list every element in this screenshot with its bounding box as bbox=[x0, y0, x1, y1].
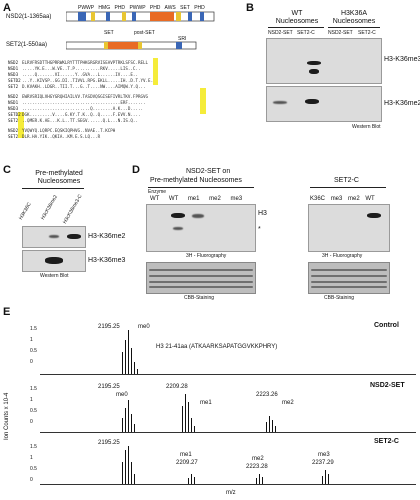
seq-row: NSD2 ELRVFRSDTTHGPRRWKLRYTTTPHKGRGRVISEAV… bbox=[8, 60, 149, 65]
nsd2-construct-label: NSD2(1-1365aa) bbox=[6, 14, 52, 20]
alignment-highlight-2 bbox=[200, 88, 206, 114]
c-footer: Western Blot bbox=[40, 273, 69, 279]
b-blot-k36me3-label: H3-K36me3 bbox=[384, 56, 420, 63]
e-yticks-2: 1.5 1 0.5 0 bbox=[30, 386, 37, 425]
b-bracket-k36a bbox=[328, 27, 380, 28]
c-lane-2: H3cK36me2 bbox=[40, 194, 59, 221]
set2-domain-set-label: SET bbox=[104, 30, 114, 36]
d-band-h3: H3 bbox=[258, 210, 267, 217]
b-group-wt: WT Nucleosomes bbox=[275, 10, 319, 25]
d-title-1: NSD2-SET on bbox=[186, 168, 231, 175]
seq-row: SET2 D.KVAKH..LDGR..TII.T...G..T....NW...… bbox=[8, 84, 146, 89]
e-ylabel: Ion Counts x 10-4 bbox=[4, 392, 10, 440]
seq-row: NSD2 EWRVSRIQLVHGYGRQHIAILVV.TASDVQSGISEF… bbox=[8, 94, 149, 99]
c-bracket bbox=[22, 188, 84, 189]
panel-label-e: E bbox=[3, 306, 11, 318]
panel-label-c: C bbox=[3, 164, 11, 176]
d-bracket-left bbox=[148, 187, 254, 188]
panel-label-b: B bbox=[246, 2, 254, 14]
set2-domain-map bbox=[66, 41, 197, 50]
e-nsd2-name: NSD2-SET bbox=[370, 382, 405, 389]
c-lane-1: H3K36C bbox=[18, 201, 33, 221]
d-cbb-right-label: CBB-Staining bbox=[324, 295, 355, 301]
e-set2-name: SET2-C bbox=[374, 438, 399, 445]
d-lanes-left: WT WT me1 me2 me3 bbox=[150, 196, 243, 202]
d-band-star: * bbox=[258, 226, 261, 233]
b-group-k36a: H3K36A Nucleosomes bbox=[332, 10, 376, 25]
e-set2-peak-4: 2237.29 bbox=[312, 460, 334, 466]
d-cbb-right bbox=[308, 262, 390, 294]
panel-label-d: D bbox=[132, 164, 140, 176]
e-set2-peak-1: 2195.25 bbox=[98, 440, 120, 446]
seq-row: SETD2...Y..KIVSP..GG.DI..TIVVL.RPG.EKLL.… bbox=[8, 78, 154, 83]
b-lane-2: SET2-C bbox=[297, 30, 315, 36]
seq-row: SETD2DGK.........V....G.KY.T.K..Q..Q....… bbox=[8, 112, 141, 117]
e-set2-tag-1: me1 bbox=[180, 452, 192, 458]
e-ctrl-peak: 2195.25 bbox=[98, 324, 120, 330]
e-peptide: H3 21-41aa (ATKAARKSAPATGGVKKPHRY) bbox=[156, 344, 278, 350]
e-nsd2-tag-1: me0 bbox=[116, 392, 128, 398]
c-lane-3: H3cK36me3-C bbox=[62, 193, 84, 225]
c-blot-k36me3-label: H3-K36me3 bbox=[88, 257, 126, 264]
e-ctrl-tag: me0 bbox=[138, 324, 150, 330]
d-enzyme-label: Enzyme bbox=[148, 189, 167, 195]
seq-row: SET2 ..QMER.K.AE...K.L..TT.SEGV......Q.L.… bbox=[8, 118, 138, 123]
d-fluoro-right bbox=[308, 204, 390, 252]
e-set2-peak-3: 2223.28 bbox=[246, 464, 268, 470]
e-yticks-1: 1.5 1 0.5 0 bbox=[30, 326, 37, 365]
e-nsd2-tag-3: me2 bbox=[282, 400, 294, 406]
e-yticks-3: 1.5 1 0.5 0 bbox=[30, 444, 37, 483]
c-title: Pre-methylated Nucleosomes bbox=[35, 170, 83, 185]
e-nsd2-peak-3: 2223.26 bbox=[256, 392, 278, 398]
d-lanes-right: K36C me3 me2 WT bbox=[310, 196, 375, 202]
spectrum-control bbox=[40, 320, 416, 375]
e-nsd2-peak-2: 2209.28 bbox=[166, 384, 188, 390]
e-ctrl-name: Control bbox=[374, 322, 399, 329]
e-set2-peak-2: 2209.27 bbox=[176, 460, 198, 466]
e-set2-tag-2: me2 bbox=[252, 456, 264, 462]
alignment-highlight-3 bbox=[18, 112, 24, 138]
e-nsd2-peak-1: 2195.25 bbox=[98, 384, 120, 390]
b-lane-4: SET2-C bbox=[358, 30, 376, 36]
seq-row: NSD1 .....YK.E...W.VE..T.P..........RKV..… bbox=[8, 66, 141, 71]
b-footer: Western Blot bbox=[352, 124, 381, 130]
spectrum-set2 bbox=[40, 436, 416, 485]
nsd2-domain-map bbox=[66, 11, 215, 22]
alignment-highlight-1 bbox=[153, 58, 158, 85]
d-title-right: SET2-C bbox=[334, 177, 359, 184]
b-lane-1: NSD2-SET bbox=[268, 30, 293, 36]
set2-domain-sri-label: SRI bbox=[178, 36, 187, 42]
d-title-2: Pre-methylated Nucleosomes bbox=[150, 177, 242, 184]
d-cbb-left-label: CBB-Staining bbox=[184, 295, 215, 301]
c-blot-k36me2 bbox=[22, 226, 86, 248]
seq-row: NSD2 YVQWYQ.LQRPC.EQSKIQPHVG..NVAE..T.KCP… bbox=[8, 128, 116, 133]
seq-row: NSD3 .....Q.......VI......Y..GVA...L.....… bbox=[8, 72, 138, 77]
b-blot-k36me2-label: H3-K36me2 bbox=[384, 100, 420, 107]
d-cbb-left bbox=[146, 262, 256, 294]
e-set2-tag-3: me3 bbox=[318, 452, 330, 458]
e-nsd2-tag-2: me1 bbox=[200, 400, 212, 406]
set2-construct-label: SET2(1-550aa) bbox=[6, 42, 48, 48]
b-bracket-wt bbox=[268, 27, 324, 28]
d-bracket-right bbox=[310, 187, 386, 188]
d-fluoro-left bbox=[146, 204, 256, 252]
set2-domain-postset-label: post-SET bbox=[134, 30, 155, 36]
c-blot-k36me3 bbox=[22, 250, 86, 272]
panel-label-a: A bbox=[3, 2, 11, 14]
spectrum-nsd2 bbox=[40, 380, 416, 433]
nsd2-domain-labels: PWWP HMG PHD PWWP PHD AWS SET PHD bbox=[78, 5, 205, 11]
b-blot-k36me2 bbox=[266, 86, 382, 122]
d-fluoro-left-label: 3H - Fluorography bbox=[186, 253, 227, 259]
d-fluoro-right-label: 3H - Fluorography bbox=[322, 253, 363, 259]
seq-row: NSD3 ...........................Q........… bbox=[8, 106, 144, 111]
e-xlabel: m/z bbox=[226, 490, 236, 496]
c-blot-k36me2-label: H3-K36me2 bbox=[88, 233, 126, 240]
b-lane-3: NSD2-SET bbox=[328, 30, 353, 36]
seq-row: NSD1....................................… bbox=[8, 100, 146, 105]
seq-row: SET2 DLR.HA.YIK..QKIA..KM.E.S.LQ...R bbox=[8, 134, 101, 139]
b-blot-k36me3 bbox=[266, 38, 382, 84]
